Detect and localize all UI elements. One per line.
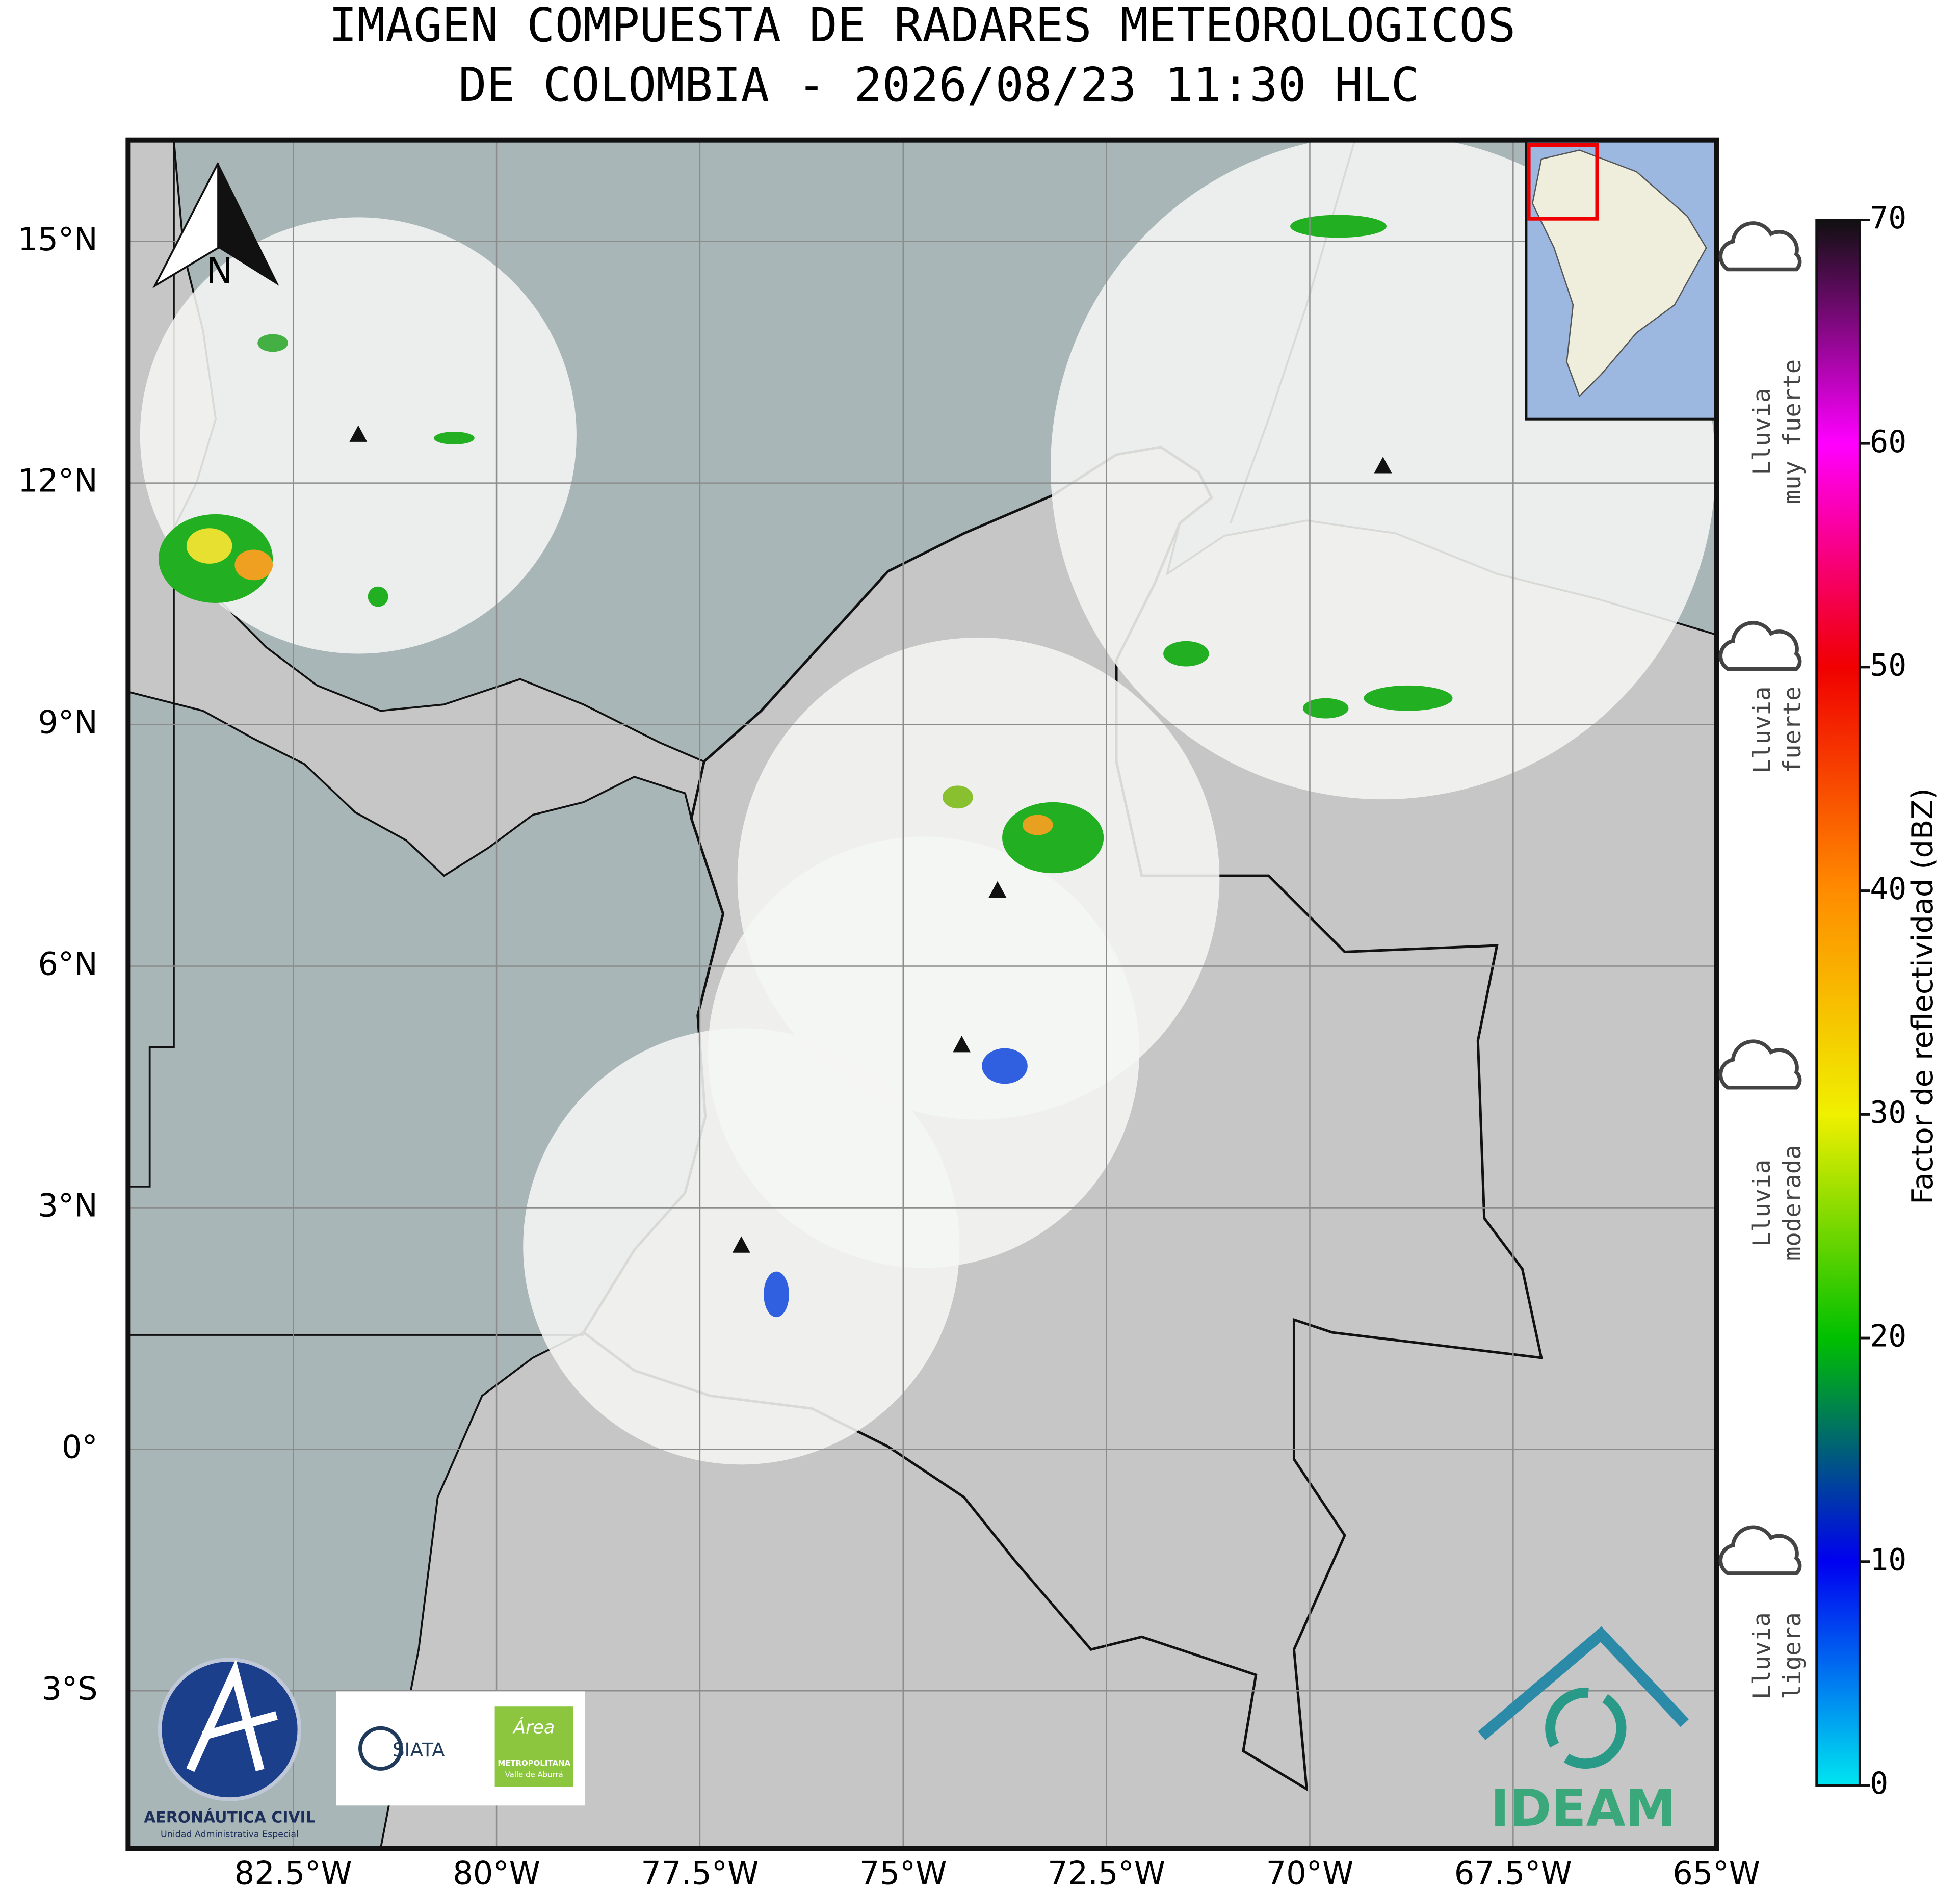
inset-map — [1525, 140, 1717, 421]
area-logo — [494, 1706, 573, 1787]
y-tick-label: 15°N — [18, 221, 98, 258]
x-tick-label: 67.5°W — [1454, 1854, 1572, 1891]
radar-site — [349, 425, 368, 442]
rain-icon — [1718, 1525, 1802, 1575]
area-sub: METROPOLITANA — [498, 1758, 570, 1768]
rain-level: Lluvia ligera — [1718, 1525, 1807, 1699]
colorbar-tick-label: 50 — [1870, 648, 1906, 684]
rain-icon — [1718, 1039, 1802, 1090]
map: N AERONÁUTICA CIVIL Unidad Administrativ… — [128, 140, 1717, 1849]
echo — [982, 1048, 1028, 1084]
radar-site — [988, 881, 1007, 898]
colorbar-tick-label: 20 — [1870, 1319, 1906, 1354]
radar-site — [732, 1236, 750, 1253]
x-tick-label: 80°W — [453, 1854, 540, 1891]
title-line: IMAGEN COMPUESTA DE RADARES METEOROLOGIC… — [329, 0, 1515, 52]
y-tick-label: 12°N — [18, 462, 98, 500]
colorbar-tick-label: 70 — [1870, 201, 1906, 236]
x-tick-label: 70°W — [1266, 1854, 1354, 1891]
radar-sites — [349, 425, 1392, 1253]
colorbar-ramp — [1815, 218, 1861, 1787]
x-tick-label: 75°W — [859, 1854, 947, 1891]
x-tick-label: 82.5°W — [234, 1854, 352, 1891]
echo — [368, 586, 388, 607]
ideam-roof — [1478, 1626, 1689, 1740]
echo — [943, 785, 973, 809]
rain-label: Lluvia — [1748, 388, 1776, 476]
rain-level: Lluvia muy fuerte — [1718, 221, 1807, 505]
axis-labels: 82.5°W 80°W 77.5°W 75°W 72.5°W 70°W 67.5°W 65°W… — [18, 221, 1760, 1891]
rain-label: muy fuerte — [1779, 359, 1807, 505]
colorbar: Factor de reflectividad (dBZ) 0 10 20 30 40 5… — [1815, 201, 1940, 1801]
rain-level: Lluvia moderada — [1718, 1039, 1807, 1261]
colorbar-label: Factor de reflectividad (dBZ) — [1906, 788, 1940, 1204]
inset-extent — [1527, 143, 1599, 221]
colorbar-tick-label: 40 — [1870, 872, 1906, 907]
echo — [1163, 641, 1209, 667]
echo — [1022, 815, 1053, 835]
colorbar-tick-label: 10 — [1870, 1542, 1906, 1578]
rain-level: Lluvia fuerte — [1718, 621, 1807, 774]
north-label: N — [206, 250, 232, 292]
title: IMAGEN COMPUESTA DE RADARES METEOROLOGIC… — [329, 0, 1515, 112]
grid — [128, 140, 1717, 1849]
ideam-swirl — [1545, 1687, 1627, 1769]
aerocivil-name: AERONÁUTICA CIVIL — [144, 1808, 315, 1827]
echo — [1302, 698, 1349, 719]
y-tick-label: 0° — [62, 1428, 98, 1465]
echo — [764, 1271, 789, 1318]
radar-site — [1374, 457, 1392, 474]
colorbar-tick-label: 60 — [1870, 425, 1906, 460]
aerocivil-mark — [186, 1659, 278, 1772]
rain-label: ligera — [1779, 1612, 1807, 1699]
echo — [257, 334, 288, 352]
radar-echoes — [159, 215, 1453, 1318]
rain-label: Lluvia — [1748, 687, 1776, 774]
title-line: DE COLOMBIA - 2026/08/23 11:30 HLC — [458, 58, 1419, 112]
area-sub: Valle de Aburrá — [505, 1770, 563, 1779]
echo — [1290, 215, 1387, 238]
map-frame — [125, 137, 1719, 1851]
aerocivil-sub: Unidad Administrativa Especial — [161, 1830, 299, 1840]
rain-label: fuerte — [1779, 687, 1807, 774]
x-tick-label: 72.5°W — [1048, 1854, 1165, 1891]
echo — [434, 432, 475, 444]
ideam-name: IDEAM — [1491, 1779, 1676, 1838]
rain-label: moderada — [1779, 1145, 1807, 1261]
echo — [1002, 802, 1104, 874]
x-tick-label: 65°W — [1672, 1854, 1760, 1891]
rain-label: Lluvia — [1748, 1160, 1776, 1247]
y-tick-label: 3°S — [41, 1670, 97, 1707]
echo — [1364, 685, 1453, 711]
rain-icon — [1718, 221, 1802, 272]
siata-name: SIATA — [393, 1739, 445, 1761]
y-tick-label: 3°N — [38, 1187, 97, 1224]
rain-label: Lluvia — [1748, 1612, 1776, 1699]
logos: AERONÁUTICA CIVIL Unidad Administrativa … — [144, 1626, 1689, 1840]
radar-site — [953, 1036, 971, 1053]
colorbar-tick-label: 30 — [1870, 1095, 1906, 1131]
inset-land — [1532, 149, 1707, 398]
echo — [186, 528, 232, 564]
y-tick-label: 6°N — [38, 946, 97, 983]
echo — [234, 549, 273, 581]
rain-icon — [1718, 621, 1802, 671]
x-tick-label: 77.5°W — [641, 1854, 759, 1891]
siata-sun — [358, 1726, 403, 1771]
area-name: Área — [512, 1717, 555, 1738]
y-tick-label: 9°N — [38, 704, 97, 741]
colorbar-tick-label: 0 — [1870, 1766, 1888, 1801]
